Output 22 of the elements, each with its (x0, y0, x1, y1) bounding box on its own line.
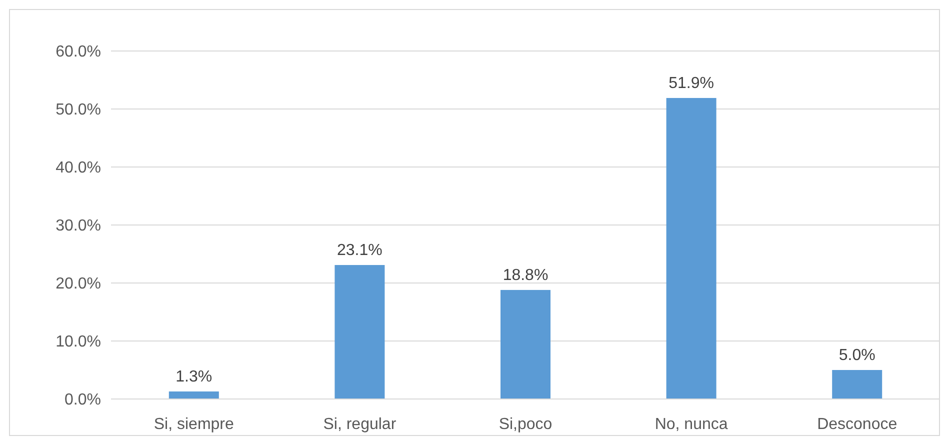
y-tick-label: 20.0% (56, 276, 101, 293)
x-tick-label: Si, regular (323, 416, 397, 433)
data-label: 18.8% (502, 266, 548, 284)
bar (168, 391, 219, 399)
x-tick-label: Si,poco (498, 416, 552, 433)
y-tick-label: 50.0% (56, 102, 101, 119)
x-tick-label: Desconoce (817, 416, 898, 433)
data-label: 23.1% (337, 242, 382, 260)
y-tick-label: 60.0% (56, 44, 101, 61)
x-tick-label: Si, siempre (154, 416, 234, 433)
y-tick-label: 10.0% (56, 334, 101, 351)
bar (666, 98, 716, 399)
y-tick-label: 0.0% (64, 392, 101, 409)
y-tick-label: 30.0% (56, 218, 101, 235)
bar (832, 370, 882, 399)
x-tick-label: No, nunca (654, 416, 728, 433)
data-label: 1.3% (176, 368, 212, 386)
data-label: 51.9% (668, 74, 714, 92)
bar (500, 290, 550, 399)
bar (334, 265, 385, 399)
y-tick-label: 40.0% (56, 160, 101, 177)
data-label: 5.0% (838, 347, 876, 364)
